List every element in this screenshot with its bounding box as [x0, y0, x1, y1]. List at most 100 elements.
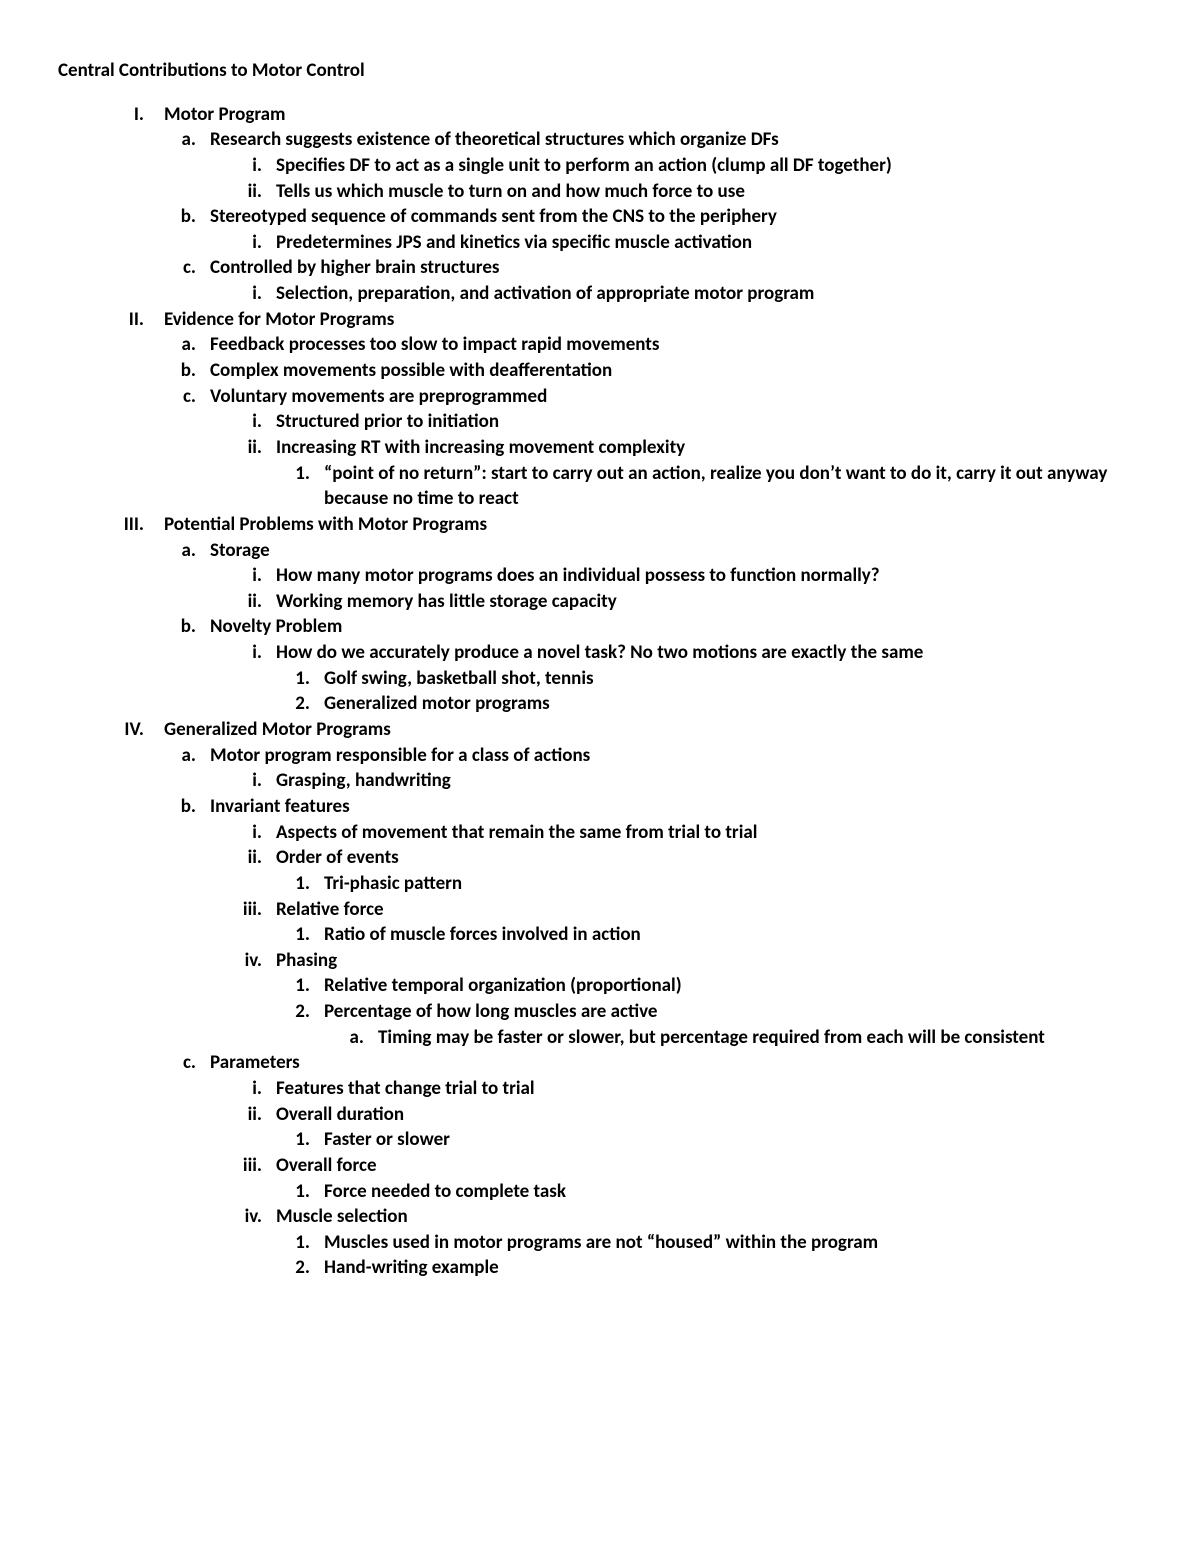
list-text: How many motor programs does an individu…	[276, 563, 1152, 589]
level-4-item: 1.Faster or slower	[280, 1127, 1152, 1153]
list-marker: ii.	[226, 845, 276, 871]
list-text: Increasing RT with increasing movement c…	[276, 435, 1152, 461]
level-3-item: ii.Tells us which muscle to turn on and …	[226, 179, 1152, 205]
list-text: Muscles used in motor programs are not “…	[324, 1230, 1152, 1256]
list-text: Motor program responsible for a class of…	[210, 743, 1152, 769]
list-marker: I.	[88, 102, 164, 128]
level-4-item: 1.Golf swing, basketball shot, tennis	[280, 666, 1152, 692]
list-text: Golf swing, basketball shot, tennis	[324, 666, 1152, 692]
level-3-item: i.Specifies DF to act as a single unit t…	[226, 153, 1152, 179]
level-1-item: III.Potential Problems with Motor Progra…	[88, 512, 1152, 538]
level-5-item: a.Timing may be faster or slower, but pe…	[336, 1025, 1152, 1051]
list-text: Tri-phasic pattern	[324, 871, 1152, 897]
level-3-item: iv.Muscle selection	[226, 1204, 1152, 1230]
list-marker: i.	[226, 640, 276, 666]
list-text: Motor Program	[164, 102, 1152, 128]
list-marker: iii.	[226, 1153, 276, 1179]
list-text: Generalized Motor Programs	[164, 717, 1152, 743]
list-text: How do we accurately produce a novel tas…	[276, 640, 1152, 666]
list-text: Specifies DF to act as a single unit to …	[276, 153, 1152, 179]
list-text: Percentage of how long muscles are activ…	[324, 999, 1152, 1025]
list-marker: 1.	[280, 461, 324, 512]
level-4-item: 2.Percentage of how long muscles are act…	[280, 999, 1152, 1025]
level-3-item: ii.Increasing RT with increasing movemen…	[226, 435, 1152, 461]
list-marker: i.	[226, 820, 276, 846]
level-4-item: 1.“point of no return”: start to carry o…	[280, 461, 1152, 512]
list-marker: iii.	[226, 897, 276, 923]
level-4-item: 1.Relative temporal organization (propor…	[280, 973, 1152, 999]
list-marker: 1.	[280, 922, 324, 948]
list-marker: IV.	[88, 717, 164, 743]
list-text: Novelty Problem	[210, 614, 1152, 640]
list-text: Voluntary movements are preprogrammed	[210, 384, 1152, 410]
list-marker: 2.	[280, 1255, 324, 1281]
list-marker: i.	[226, 230, 276, 256]
level-2-item: a.Storage	[168, 538, 1152, 564]
list-marker: a.	[168, 743, 210, 769]
list-text: Structured prior to initiation	[276, 409, 1152, 435]
list-marker: a.	[336, 1025, 378, 1051]
level-4-item: 2.Hand-writing example	[280, 1255, 1152, 1281]
list-marker: 1.	[280, 1127, 324, 1153]
list-marker: i.	[226, 281, 276, 307]
list-marker: i.	[226, 563, 276, 589]
level-3-item: iii.Overall force	[226, 1153, 1152, 1179]
list-text: Storage	[210, 538, 1152, 564]
list-text: Invariant features	[210, 794, 1152, 820]
list-marker: b.	[168, 358, 210, 384]
list-text: Working memory has little storage capaci…	[276, 589, 1152, 615]
level-3-item: i.Structured prior to initiation	[226, 409, 1152, 435]
level-1-item: IV.Generalized Motor Programs	[88, 717, 1152, 743]
list-text: Feedback processes too slow to impact ra…	[210, 332, 1152, 358]
list-text: Faster or slower	[324, 1127, 1152, 1153]
list-marker: iv.	[226, 948, 276, 974]
list-marker: a.	[168, 538, 210, 564]
list-marker: 1.	[280, 1179, 324, 1205]
list-text: Hand-writing example	[324, 1255, 1152, 1281]
level-3-item: i.Grasping, handwriting	[226, 768, 1152, 794]
list-text: Relative temporal organization (proporti…	[324, 973, 1152, 999]
list-text: Features that change trial to trial	[276, 1076, 1152, 1102]
list-text: Relative force	[276, 897, 1152, 923]
level-2-item: b.Stereotyped sequence of commands sent …	[168, 204, 1152, 230]
level-4-item: 1.Muscles used in motor programs are not…	[280, 1230, 1152, 1256]
list-marker: c.	[168, 1050, 210, 1076]
list-text: Stereotyped sequence of commands sent fr…	[210, 204, 1152, 230]
list-text: Evidence for Motor Programs	[164, 307, 1152, 333]
list-marker: i.	[226, 768, 276, 794]
list-marker: a.	[168, 332, 210, 358]
list-text: Selection, preparation, and activation o…	[276, 281, 1152, 307]
level-2-item: a.Research suggests existence of theoret…	[168, 127, 1152, 153]
list-marker: c.	[168, 384, 210, 410]
list-text: Phasing	[276, 948, 1152, 974]
list-marker: b.	[168, 614, 210, 640]
level-3-item: i.Features that change trial to trial	[226, 1076, 1152, 1102]
level-2-item: c.Controlled by higher brain structures	[168, 255, 1152, 281]
list-marker: II.	[88, 307, 164, 333]
level-1-item: II.Evidence for Motor Programs	[88, 307, 1152, 333]
level-3-item: i.Aspects of movement that remain the sa…	[226, 820, 1152, 846]
level-2-item: b.Invariant features	[168, 794, 1152, 820]
level-2-item: c.Parameters	[168, 1050, 1152, 1076]
list-text: Generalized motor programs	[324, 691, 1152, 717]
list-marker: ii.	[226, 589, 276, 615]
list-text: Parameters	[210, 1050, 1152, 1076]
level-2-item: b.Novelty Problem	[168, 614, 1152, 640]
list-marker: a.	[168, 127, 210, 153]
list-marker: III.	[88, 512, 164, 538]
level-4-item: 1.Ratio of muscle forces involved in act…	[280, 922, 1152, 948]
level-3-item: i.Predetermines JPS and kinetics via spe…	[226, 230, 1152, 256]
list-text: Timing may be faster or slower, but perc…	[378, 1025, 1152, 1051]
list-text: Ratio of muscle forces involved in actio…	[324, 922, 1152, 948]
list-marker: 1.	[280, 973, 324, 999]
list-marker: 1.	[280, 1230, 324, 1256]
list-text: Controlled by higher brain structures	[210, 255, 1152, 281]
list-text: Force needed to complete task	[324, 1179, 1152, 1205]
list-marker: iv.	[226, 1204, 276, 1230]
list-text: Tells us which muscle to turn on and how…	[276, 179, 1152, 205]
list-marker: ii.	[226, 179, 276, 205]
level-3-item: i.How do we accurately produce a novel t…	[226, 640, 1152, 666]
level-2-item: c.Voluntary movements are preprogrammed	[168, 384, 1152, 410]
level-1-item: I.Motor Program	[88, 102, 1152, 128]
level-3-item: ii.Order of events	[226, 845, 1152, 871]
